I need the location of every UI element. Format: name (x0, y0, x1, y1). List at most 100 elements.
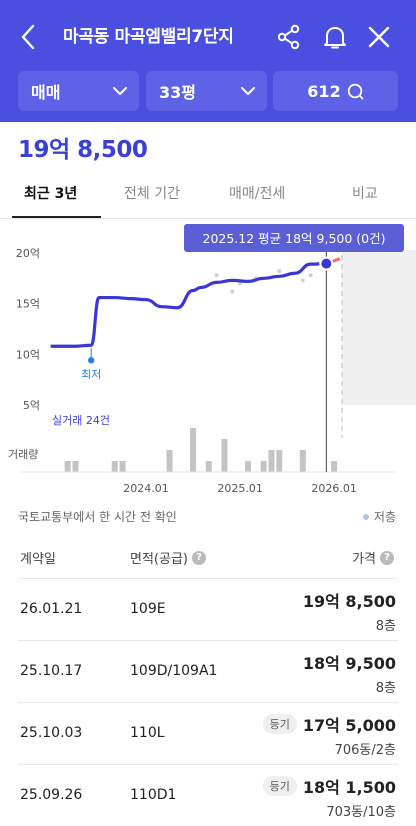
tooltip-text: 2025.12 평균 18억 9,500 (0건) (203, 231, 386, 246)
x-tick-label: 2024.01 (123, 482, 169, 495)
volume-bar (331, 461, 338, 472)
row-area: 109D/109A1 (130, 663, 218, 679)
row-price-wrap: 등기 17억 5,000 (262, 712, 396, 736)
chevron-left-icon (21, 24, 35, 50)
table-row[interactable]: 25.10.03 110L 등기 17억 5,000 706동/2층 (18, 702, 398, 764)
row-area: 110D1 (130, 787, 177, 803)
col-area: 면적(공급)? (130, 548, 206, 567)
row-date: 26.01.21 (20, 601, 83, 617)
row-price: 19억 8,500 (302, 592, 396, 611)
volume-bar (205, 461, 212, 472)
table-row[interactable]: 26.01.21 109E 19억 8,500 8층 (18, 578, 398, 640)
tab-all-period[interactable]: 전체 기간 (124, 186, 180, 202)
filter-bar: 매매 33평 612 (18, 71, 398, 111)
row-price: 17억 5,000 (302, 716, 396, 735)
volume-bar (299, 450, 306, 472)
registered-badge: 등기 (262, 714, 297, 734)
trade-point (230, 289, 235, 294)
help-icon[interactable]: ? (380, 550, 394, 565)
volume-bar (119, 461, 126, 472)
period-tabs: 최근 3년 전체 기간 매매/전세 비교 (0, 175, 416, 219)
row-floor: 706동/2층 (334, 743, 396, 758)
row-date: 25.10.17 (20, 663, 83, 679)
help-icon[interactable]: ? (191, 550, 206, 565)
y-tick-label: 20억 (16, 247, 40, 260)
bell-icon (324, 27, 346, 49)
comments-button[interactable]: 612 (273, 71, 398, 111)
table-row[interactable]: 25.09.26 110D1 등기 18억 1,500 703동/10층 (18, 764, 398, 826)
table-row[interactable]: 25.10.17 109D/109A1 18억 9,500 8층 (18, 640, 398, 702)
chevron-down-icon (241, 87, 255, 95)
tab-compare[interactable]: 비교 (352, 186, 378, 202)
legend-dot (362, 513, 369, 520)
trade-point (277, 269, 282, 274)
volume-label: 거래량 (8, 448, 38, 461)
back-button[interactable] (14, 22, 42, 52)
row-price-wrap: 18억 9,500 (303, 650, 396, 674)
tooltip-box (184, 224, 404, 252)
trade-type-select[interactable]: 매매 (18, 71, 139, 111)
row-price: 18억 9,500 (302, 654, 396, 673)
size-label: 33평 (159, 83, 196, 102)
x-tick-label: 2026.01 (311, 482, 357, 495)
volume-bar (221, 439, 228, 472)
legend-low-floor: 저층 (362, 508, 396, 525)
row-price-wrap: 19억 8,500 (303, 588, 396, 612)
col-date: 계약일 (20, 548, 56, 567)
trade-type-label: 매매 (31, 83, 61, 102)
tab-trade-lease[interactable]: 매매/전세 (229, 186, 286, 202)
min-marker-dot (87, 357, 95, 364)
row-area: 109E (130, 601, 166, 617)
volume-bar (166, 450, 173, 472)
tab-recent-3y[interactable]: 최근 3년 (24, 186, 78, 202)
col-price-label: 가격 (352, 552, 376, 567)
row-date: 25.10.03 (20, 725, 83, 741)
volume-bar (276, 450, 283, 472)
volume-bar (244, 461, 251, 472)
table-header: 계약일 면적(공급)? 가격? (0, 548, 416, 578)
row-floor: 8층 (375, 619, 396, 634)
col-date-label: 계약일 (20, 552, 56, 567)
chevron-down-icon (113, 87, 127, 95)
close-button[interactable] (364, 22, 394, 52)
comment-count: 612 (307, 81, 341, 101)
share-icon (277, 24, 300, 50)
min-label: 최저 (81, 368, 101, 381)
selected-point (319, 256, 334, 271)
close-icon (368, 26, 390, 48)
forecast-area (342, 250, 416, 405)
row-price: 18억 1,500 (302, 778, 396, 797)
y-tick-label: 15억 (16, 298, 40, 311)
trade-point (214, 273, 219, 278)
speech-bubble-icon (347, 83, 364, 99)
volume-bar (260, 461, 267, 472)
volume-bar (111, 461, 118, 472)
y-tick-label: 5억 (23, 399, 40, 412)
legend-low-label: 저층 (373, 510, 396, 524)
row-floor: 703동/10층 (326, 805, 396, 820)
volume-bar (72, 461, 79, 472)
deal-count-label: 실거래 24건 (52, 414, 110, 427)
notification-button[interactable] (319, 21, 351, 53)
col-area-label: 면적(공급) (130, 552, 188, 567)
x-tick-label: 2025.01 (217, 482, 263, 495)
trade-point (300, 278, 305, 283)
header: 마곡동 마곡엠밸리7단지 매매 33평 612 (0, 0, 416, 122)
page-title: 마곡동 마곡엠밸리7단지 (63, 27, 234, 47)
volume-bar (64, 461, 71, 472)
trade-point (308, 273, 313, 278)
price-line (50, 262, 328, 348)
volume-bar (268, 450, 275, 472)
row-area: 110L (130, 725, 165, 741)
row-price-wrap: 등기 18억 1,500 (262, 774, 396, 798)
size-select[interactable]: 33평 (146, 71, 267, 111)
registered-badge: 등기 (262, 776, 297, 796)
y-tick-label: 10억 (16, 348, 40, 361)
row-floor: 8층 (375, 681, 396, 696)
row-date: 25.09.26 (20, 787, 83, 803)
data-source-note: 국토교통부에서 한 시간 전 확인 (18, 510, 177, 524)
share-button[interactable] (274, 22, 304, 52)
volume-bar (190, 428, 197, 472)
current-price: 19억 8,500 (18, 137, 148, 163)
